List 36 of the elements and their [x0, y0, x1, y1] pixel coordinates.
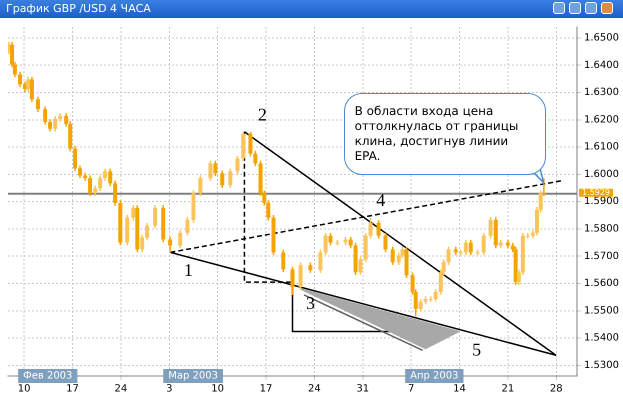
annotation: 5	[472, 339, 482, 360]
x-tick-label: 10	[211, 384, 224, 395]
annotation: 2	[258, 104, 267, 125]
annotation: 1	[184, 260, 193, 280]
y-tick-label: 1.5400	[584, 332, 619, 344]
y-tick-label: 1.5700	[584, 250, 619, 262]
annotation: 4	[376, 190, 386, 210]
x-tick-label: 24	[114, 384, 128, 395]
x-tick-label: 3	[166, 384, 172, 395]
x-tick-label: 14	[453, 384, 466, 395]
x-tick-label: 31	[356, 384, 370, 395]
y-tick-label: 1.6100	[584, 142, 619, 153]
x-tick-label: 7	[408, 384, 414, 395]
x-tick-label: 10	[18, 384, 30, 395]
y-tick-label: 1.5500	[584, 305, 619, 316]
y-tick-label: 1.5800	[584, 224, 619, 235]
chart-title: График GBP /USD 4 ЧАСА	[6, 2, 151, 15]
y-tick-label: 1.6300	[584, 87, 619, 98]
x-tick-label: 21	[502, 384, 514, 395]
annotation: Апр 2003	[410, 370, 458, 382]
y-tick-label: 1.5300	[584, 360, 619, 371]
y-tick-label: 1.6500	[584, 32, 619, 44]
annotation: Мар 2003	[168, 370, 218, 382]
y-tick-label: 1.6400	[584, 60, 619, 71]
y-tick-label: 1.6000	[584, 168, 619, 180]
x-tick-label: 17	[66, 384, 79, 395]
y-tick-label: 1.5600	[584, 278, 619, 290]
ref-line-label: 1.5929	[582, 188, 610, 197]
x-tick-label: 28	[550, 384, 563, 395]
y-tick-label: 1.5900	[584, 196, 619, 208]
speech-bubble: В области входа цена оттолкнулась от границы клина, достигнув линии EPA.	[344, 92, 546, 175]
x-tick-label: 17	[260, 384, 272, 395]
x-tick-label: 24	[308, 384, 321, 395]
annotation: Фев 2003	[23, 370, 72, 382]
y-tick-label: 1.6200	[584, 114, 619, 126]
annotation: 3	[306, 292, 315, 313]
